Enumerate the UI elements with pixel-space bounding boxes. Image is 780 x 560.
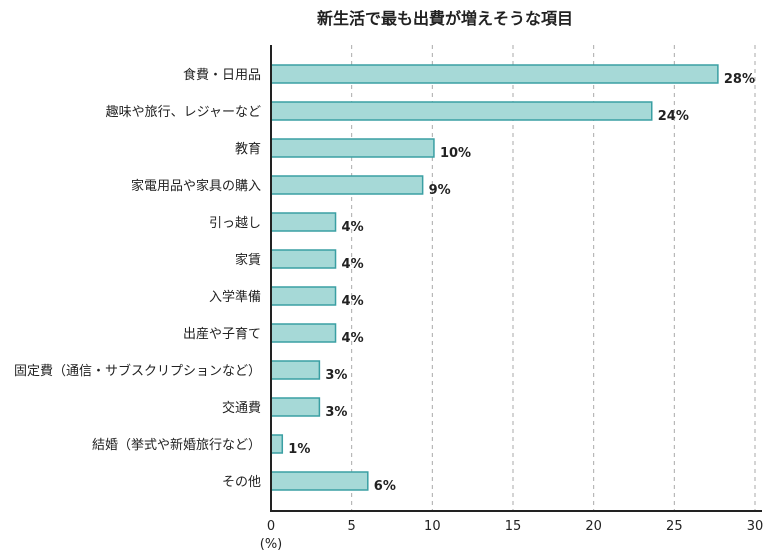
x-tick-label: 25 [666,519,683,534]
x-tick-label: 0 [267,519,275,534]
category-label: 固定費（通信・サブスクリプションなど） [14,363,261,379]
bar [270,323,337,343]
category-label: 教育 [235,141,261,157]
category-label: 出産や子育て [183,326,261,342]
data-label: 4% [342,294,364,309]
category-label: 家賃 [235,252,261,268]
bar [270,286,337,306]
category-label: 趣味や旅行、レジャーなど [106,105,261,120]
data-label: 10% [440,146,471,161]
category-label: その他 [222,475,261,490]
bar [270,471,369,491]
category-label: 引っ越し [209,216,261,231]
data-label: 9% [429,183,451,198]
x-axis-unit-label: (%) [260,537,283,552]
category-label: 入学準備 [209,289,261,305]
data-label: 3% [325,368,347,383]
bar [270,64,719,84]
x-tick-label: 10 [424,519,441,534]
category-label: 家電用品や家具の購入 [131,178,261,194]
bar [270,101,653,121]
data-label: 4% [342,331,364,346]
data-label: 28% [724,72,755,87]
data-label: 24% [658,109,689,124]
data-label: 1% [288,442,310,457]
bar [270,397,321,417]
x-tick-label: 30 [747,519,764,534]
bar [270,360,321,380]
bar [270,175,424,195]
category-label: 結婚（挙式や新婚旅行など） [92,437,261,453]
x-tick-label: 20 [585,519,602,534]
bar [270,138,435,158]
data-label: 3% [325,405,347,420]
bar [270,434,284,454]
chart-title: 新生活で最も出費が増えそうな項目 [317,9,573,28]
data-label: 6% [374,479,396,494]
data-label: 4% [342,257,364,272]
category-label: 交通費 [222,400,261,416]
x-tick-label: 15 [505,519,522,534]
x-tick-label: 5 [348,519,356,534]
data-label: 4% [342,220,364,235]
category-label: 食費・日用品 [183,67,261,83]
bar [270,249,337,269]
bar [270,212,337,232]
